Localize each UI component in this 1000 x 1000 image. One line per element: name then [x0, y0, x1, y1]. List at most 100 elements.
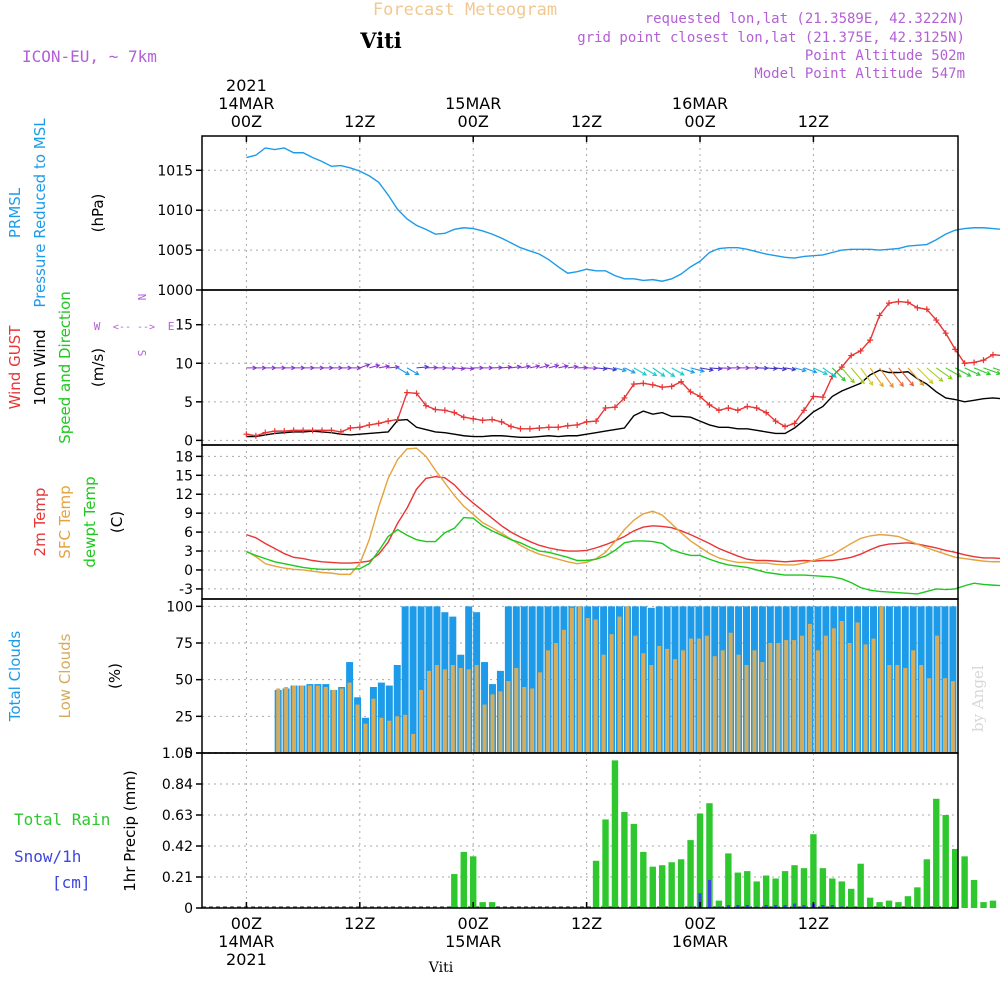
low-cloud-bar	[395, 716, 400, 753]
wind-direction-arrow	[454, 366, 466, 371]
gust-marker	[356, 424, 363, 431]
low-cloud-bar	[538, 672, 543, 753]
low-cloud-bar	[895, 665, 900, 753]
top-time-label: 00Z	[458, 112, 489, 131]
gust-marker	[857, 347, 864, 354]
low-cloud-bar	[950, 681, 955, 753]
gust-marker	[319, 427, 326, 434]
gust-marker	[848, 352, 855, 359]
low-cloud-bar	[831, 628, 836, 753]
gust-marker	[763, 409, 770, 416]
rain-bar	[829, 878, 836, 908]
low-cloud-bar	[284, 687, 289, 753]
wind-direction-arrow	[850, 367, 865, 385]
low-cloud-bar	[553, 643, 558, 753]
wind-direction-arrow	[482, 365, 494, 371]
footer-location: Viti	[428, 960, 454, 976]
y-axis-label: SFC Temp	[56, 485, 74, 558]
gust-marker	[810, 393, 817, 400]
gust-marker	[300, 427, 307, 434]
low-cloud-bar	[522, 687, 527, 753]
wind-direction-arrow	[539, 363, 550, 369]
rain-bar	[744, 871, 751, 908]
rain-bar	[668, 862, 675, 908]
panel-pressure: 1000 1005 1010 1015	[157, 135, 1000, 299]
gust-marker	[309, 427, 316, 434]
top-time-label: 14MAR	[218, 94, 274, 113]
series-line-10m-wind	[246, 369, 1000, 438]
rain-bar	[725, 853, 732, 908]
gust-marker	[933, 317, 940, 324]
gust-marker	[460, 414, 467, 421]
low-cloud-bar	[871, 638, 876, 753]
wind-direction-arrow	[860, 367, 874, 386]
total-cloud-bar	[520, 606, 528, 753]
y-tick-label: 10	[175, 356, 193, 372]
snow-bar	[698, 893, 702, 908]
gust-marker	[772, 418, 779, 425]
wind-direction-arrow	[397, 367, 411, 376]
rain-bar	[961, 856, 968, 908]
gust-marker	[508, 423, 515, 430]
gust-marker	[923, 306, 930, 313]
low-cloud-bar	[728, 632, 733, 753]
low-cloud-bar	[561, 629, 566, 753]
low-cloud-bar	[379, 717, 384, 753]
wind-direction-arrow	[322, 365, 334, 371]
gust-marker	[876, 312, 883, 319]
series-line-sfc-temp	[246, 447, 1000, 576]
low-cloud-bar	[760, 662, 765, 753]
low-cloud-bar	[371, 698, 376, 753]
low-cloud-bar	[514, 667, 519, 753]
rain-bar	[772, 878, 779, 908]
low-cloud-bar	[482, 704, 487, 753]
low-cloud-bar	[823, 635, 828, 753]
low-cloud-bar	[347, 682, 352, 753]
y-tick-label: 25	[175, 709, 193, 725]
low-cloud-bar	[466, 669, 471, 753]
bottom-time-label: 12Z	[798, 914, 829, 933]
gust-marker	[593, 418, 600, 425]
low-cloud-bar	[657, 645, 662, 753]
low-cloud-bar	[363, 723, 368, 753]
y-axis-label: (m/s)	[89, 348, 107, 387]
top-time-label: 12Z	[571, 112, 602, 131]
wind-direction-arrow	[869, 367, 884, 388]
panel-frame	[201, 444, 959, 600]
gust-marker	[611, 404, 618, 411]
low-cloud-bar	[855, 622, 860, 753]
gust-marker	[489, 416, 496, 423]
y-axis-label: Low Clouds	[56, 633, 74, 718]
rain-bar	[942, 815, 949, 908]
gust-marker	[706, 401, 713, 408]
gust-marker	[914, 304, 921, 311]
snow-bar	[726, 905, 730, 908]
gust-marker	[583, 418, 590, 425]
low-cloud-bar	[911, 650, 916, 753]
panel-wind: 0 5 10 15	[175, 289, 1000, 449]
wind-direction-arrow	[803, 367, 818, 374]
low-cloud-bar	[419, 689, 424, 753]
model-altitude: Model Point Altitude 547m	[754, 66, 965, 82]
wind-direction-arrow	[888, 367, 904, 387]
gust-marker	[366, 421, 373, 428]
rain-bar	[640, 851, 647, 908]
grid-point-coords: grid point closest lon,lat (21.375E, 42.…	[577, 30, 965, 46]
rain-bar	[488, 902, 496, 908]
compass-west: W	[94, 320, 101, 333]
wind-direction-arrow	[274, 365, 287, 371]
total-cloud-bar	[528, 606, 536, 753]
y-tick-label: 1010	[157, 203, 193, 219]
wind-direction-arrow	[378, 364, 391, 369]
series-line-dewpt-temp	[246, 516, 1000, 595]
gust-marker	[479, 417, 486, 424]
top-time-label: 00Z	[231, 112, 262, 131]
snow-bar	[774, 905, 778, 908]
low-cloud-bar	[800, 635, 805, 753]
low-cloud-bar	[530, 688, 535, 753]
low-cloud-bar	[276, 688, 281, 753]
gust-marker	[687, 388, 694, 395]
low-cloud-bar	[752, 650, 757, 753]
product-title: Forecast Meteogram	[373, 0, 557, 20]
